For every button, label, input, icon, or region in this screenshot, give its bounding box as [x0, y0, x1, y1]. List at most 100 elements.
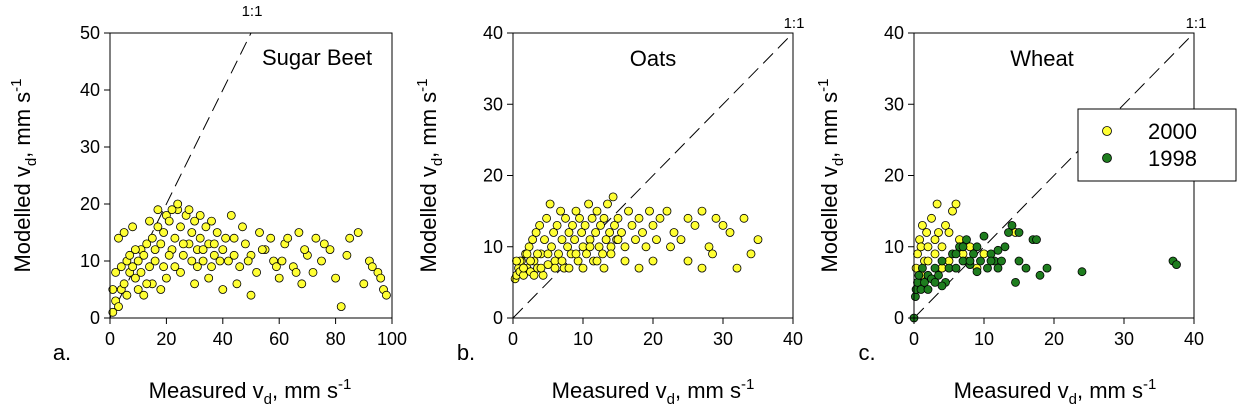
y-tick-label: 20 — [80, 194, 100, 214]
data-point — [156, 239, 166, 249]
data-point — [142, 279, 152, 289]
panel-2: 1:1 0 10 20 30 40 0 10 20 30 40 Oats b. Measured vd, … — [414, 15, 804, 408]
data-point — [536, 263, 546, 273]
data-point — [291, 267, 301, 277]
data-point — [215, 256, 225, 266]
data-point — [704, 242, 714, 252]
data-point — [549, 228, 558, 237]
data-point — [725, 228, 735, 237]
data-point — [930, 249, 940, 259]
data-point — [190, 216, 200, 226]
data-point — [173, 199, 183, 209]
data-point — [125, 250, 135, 260]
data-point — [1004, 228, 1013, 237]
data-point — [930, 235, 940, 245]
data-point — [145, 262, 154, 272]
data-point — [381, 290, 391, 300]
data-point — [255, 228, 264, 237]
data-point — [958, 242, 968, 252]
data-point — [533, 249, 542, 259]
x-tick-label: 10 — [974, 329, 994, 349]
series-points-1 — [108, 199, 391, 317]
data-point — [235, 262, 245, 272]
data-point — [934, 228, 943, 237]
data-point — [266, 233, 276, 243]
one-to-one-label: 1:1 — [242, 3, 263, 20]
data-point — [128, 262, 138, 272]
data-point — [164, 250, 174, 260]
data-point — [634, 263, 644, 273]
data-point — [1007, 220, 1017, 230]
data-point — [972, 267, 982, 277]
data-point — [676, 235, 686, 245]
legend-marker — [1102, 153, 1112, 163]
panel-letter: b. — [457, 340, 475, 365]
x-axis-label: Measured vd, mm s-1 — [149, 376, 352, 408]
data-point — [606, 249, 616, 259]
data-point — [557, 256, 567, 266]
data-point — [218, 245, 228, 255]
data-point — [543, 260, 553, 270]
data-point — [648, 256, 658, 266]
data-point — [711, 213, 721, 223]
data-point — [655, 213, 665, 223]
data-point — [294, 228, 304, 237]
data-point — [918, 263, 927, 273]
data-point — [246, 290, 256, 300]
data-point — [580, 220, 590, 230]
data-point — [557, 235, 567, 245]
data-point — [353, 228, 363, 237]
data-point — [986, 256, 996, 266]
data-point — [119, 228, 129, 237]
y-tick-label: 30 — [80, 137, 100, 157]
data-point — [198, 245, 208, 255]
data-point — [596, 220, 605, 230]
data-point — [308, 267, 318, 277]
data-point — [927, 213, 936, 223]
panel-letter: c. — [858, 340, 875, 365]
data-point — [1035, 270, 1045, 280]
data-point — [951, 263, 961, 273]
data-point — [638, 228, 647, 237]
data-point — [582, 249, 591, 259]
data-point — [108, 307, 118, 317]
data-point — [133, 285, 143, 294]
data-point — [195, 233, 205, 243]
data-point — [601, 235, 611, 245]
data-point — [545, 199, 555, 209]
data-point — [190, 279, 200, 289]
data-point — [547, 242, 556, 252]
x-tick-label: 10 — [573, 329, 593, 349]
y-tick-label: 40 — [884, 23, 904, 43]
data-point — [153, 205, 163, 215]
data-point — [300, 245, 310, 255]
data-point — [114, 302, 123, 312]
data-point — [212, 228, 222, 237]
data-point — [937, 281, 947, 291]
data-point — [993, 245, 1003, 255]
y-axis-label: Modelled vd, mm s-1 — [8, 78, 40, 272]
data-point — [122, 290, 132, 300]
data-point — [319, 239, 329, 249]
data-point — [207, 216, 216, 226]
data-point — [556, 206, 565, 216]
y-axis-label: Modelled vd, mm s-1 — [815, 78, 847, 272]
data-point — [641, 242, 651, 252]
data-point — [608, 192, 618, 202]
y-tick-label: 50 — [80, 23, 100, 43]
data-point — [238, 222, 247, 232]
data-point — [914, 270, 924, 280]
data-point — [232, 279, 242, 289]
data-point — [627, 220, 637, 230]
data-point — [969, 249, 978, 259]
x-tick-label: 0 — [508, 329, 518, 349]
data-point — [613, 213, 623, 223]
data-point — [201, 222, 211, 232]
data-point — [575, 213, 584, 223]
data-point — [176, 267, 185, 277]
data-point — [648, 220, 658, 230]
data-point — [571, 249, 581, 259]
data-point — [1014, 228, 1024, 237]
y-tick-label: 40 — [483, 23, 503, 43]
legend-label: 2000 — [1148, 119, 1197, 144]
